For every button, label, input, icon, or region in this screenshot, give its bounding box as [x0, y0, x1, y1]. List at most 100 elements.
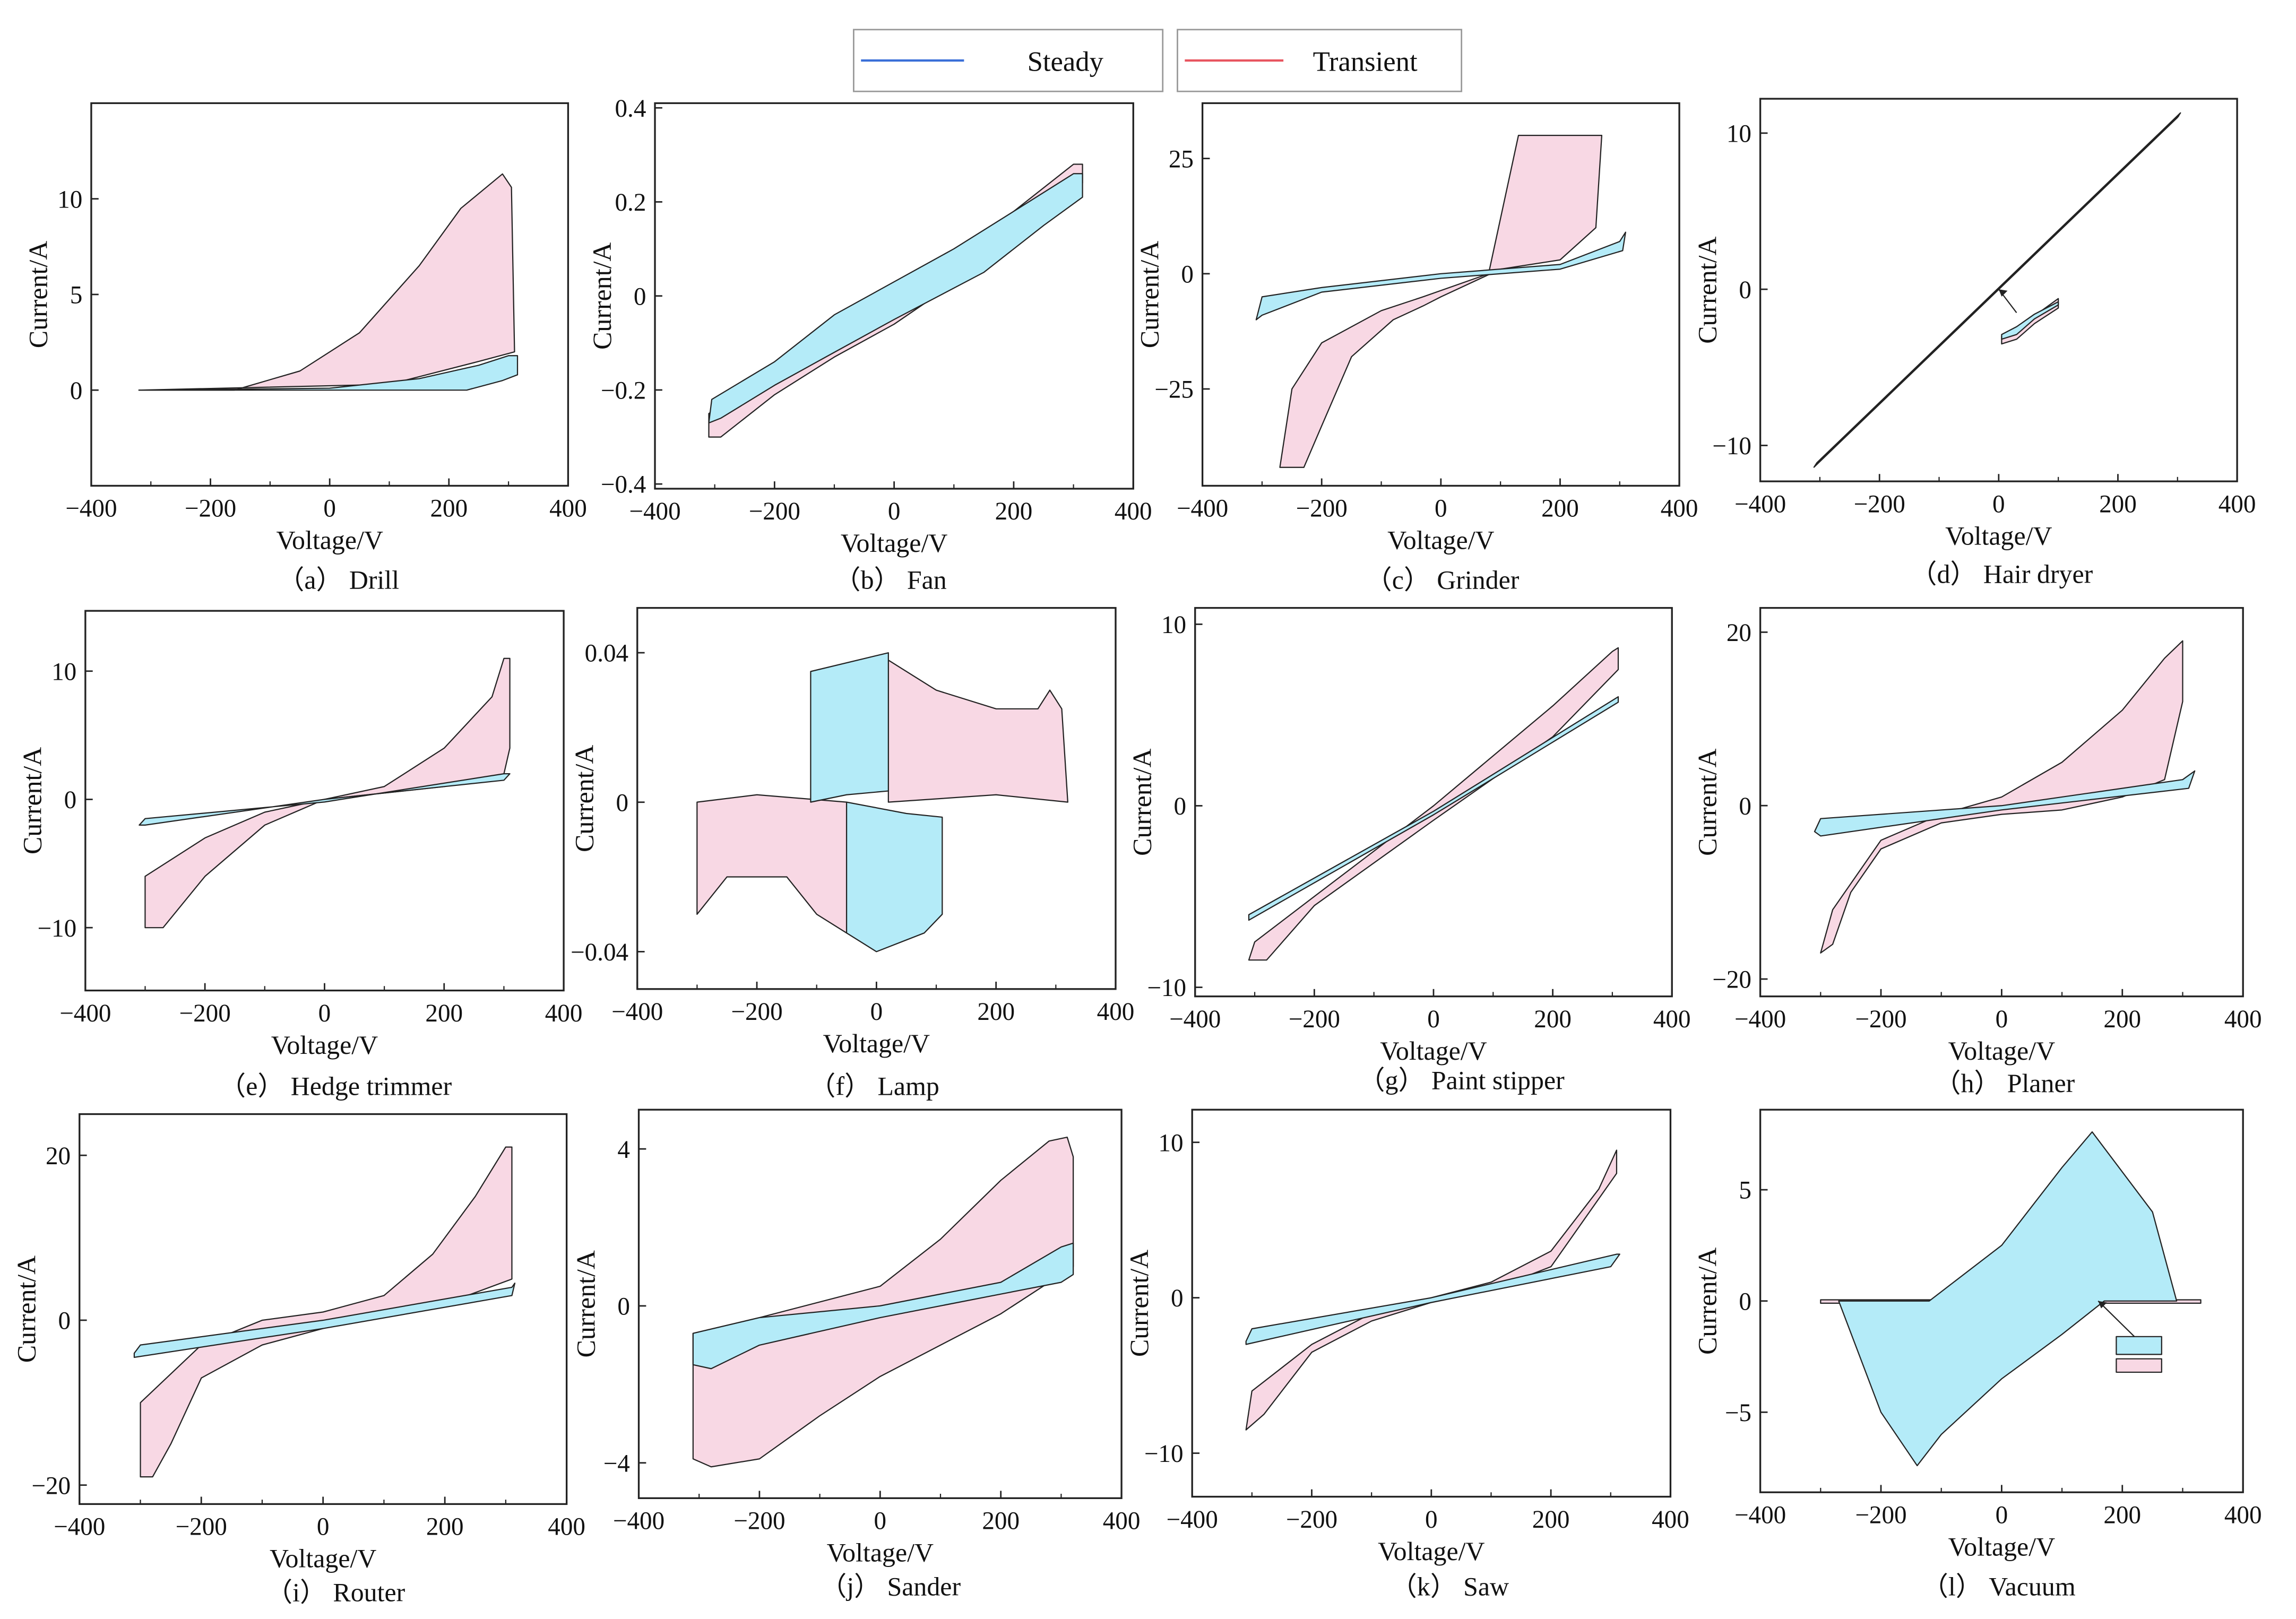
- y-axis-label: Current/A: [1128, 748, 1157, 855]
- x-tick-label: 0: [888, 498, 901, 525]
- x-tick-label: 200: [2103, 1006, 2141, 1033]
- subplot-caption: （b） Fan: [834, 566, 947, 595]
- y-tick-label: 0: [58, 1308, 71, 1335]
- y-tick-label: 10: [1161, 611, 1186, 639]
- x-axis-label: Voltage/V: [841, 529, 947, 558]
- y-tick-label: 0: [1181, 261, 1194, 288]
- x-tick-label: −200: [1296, 495, 1348, 523]
- y-tick-label: 4: [617, 1136, 630, 1164]
- x-tick-label: −400: [1734, 1501, 1786, 1529]
- steady-loop-area: [139, 773, 511, 826]
- y-tick-label: −25: [1154, 376, 1194, 404]
- steady-loop-area: [692, 1242, 1074, 1370]
- y-axis-label: Current/A: [1135, 241, 1164, 348]
- y-tick-label: 0.4: [615, 95, 646, 123]
- x-tick-label: 400: [1652, 1506, 1689, 1534]
- y-axis-label: Current/A: [24, 241, 53, 348]
- x-tick-label: 0: [874, 1508, 887, 1535]
- subplot-caption: （k） Saw: [1391, 1572, 1509, 1601]
- legend-steady-label: Steady: [1028, 46, 1104, 77]
- x-tick-label: −200: [733, 1508, 785, 1535]
- x-tick-label: −200: [185, 495, 236, 523]
- x-tick-label: 200: [2103, 1501, 2141, 1529]
- steady-loop-area: [1814, 770, 2196, 837]
- y-tick-label: 20: [1727, 619, 1751, 647]
- steady-loop-area: [1248, 696, 1619, 921]
- x-tick-label: 0: [323, 495, 336, 523]
- subplot-caption: （g） Paint stipper: [1359, 1066, 1565, 1095]
- x-tick-label: 400: [1115, 498, 1152, 525]
- x-tick-label: 200: [430, 495, 468, 523]
- subplot-caption: （h） Planer: [1935, 1069, 2075, 1098]
- y-tick-label: 10: [1158, 1129, 1183, 1157]
- steady-loop-area: [1838, 1131, 2178, 1467]
- subplot-1: −400 −200 0 200 400 0 5 10 Voltage/V Current/A （a）…: [24, 102, 587, 595]
- y-axis-label: Current/A: [1693, 236, 1722, 343]
- transient-loop-area: [138, 173, 515, 391]
- x-tick-label: −200: [1855, 1006, 1906, 1033]
- y-axis-label: Current/A: [588, 243, 617, 350]
- y-axis-label: Current/A: [1693, 1248, 1722, 1355]
- x-tick-label: −200: [731, 998, 782, 1026]
- transient-loop-area: [1248, 647, 1619, 961]
- x-axis-label: Voltage/V: [1948, 1036, 2055, 1066]
- legend: Steady Transient: [852, 29, 1463, 92]
- subplot-12: −400 −200 0 200 400 −5 0 5 Voltage/V Current/A （l）…: [1693, 1109, 2262, 1601]
- x-tick-label: −400: [65, 495, 117, 523]
- transient-loop-area: [692, 1136, 1074, 1468]
- x-tick-label: 400: [1653, 1006, 1691, 1033]
- x-tick-label: 400: [2224, 1006, 2262, 1033]
- subplot-9: −400 −200 0 200 400−20020Voltage/VCurrent/A（…: [12, 1113, 585, 1607]
- subplot-6: −400 −200 0 200 400 −0.04 0 0.04 Voltage/V Curren…: [570, 607, 1134, 1101]
- steady-loop-area: [1245, 1253, 1620, 1345]
- transient-loop-area: [887, 659, 1068, 803]
- subplot-caption: （a） Drill: [278, 566, 399, 595]
- subplot-caption: （l） Vacuum: [1922, 1572, 2076, 1601]
- y-tick-label: 0: [64, 786, 77, 814]
- x-tick-label: 200: [1534, 1006, 1572, 1033]
- x-tick-label: 400: [1661, 495, 1698, 523]
- x-tick-label: 0: [1996, 1006, 2008, 1033]
- legend-item-steady: Steady: [852, 29, 1164, 92]
- subplot-5: −400 −200 0 200 400 −10 0 10 Voltage/V Current/A （…: [18, 610, 582, 1101]
- y-tick-label: 0: [634, 283, 646, 310]
- x-tick-label: −400: [1734, 1006, 1786, 1033]
- x-tick-label: 0: [1996, 1501, 2008, 1529]
- x-tick-label: 400: [549, 495, 587, 523]
- subplot-4: −400 −200 0 200 400 −10 0 10 Voltage/V Current/A （…: [1693, 98, 2256, 588]
- transient-loop-area: [140, 1146, 513, 1478]
- x-tick-label: 400: [2219, 490, 2256, 518]
- x-axis-label: Voltage/V: [823, 1029, 930, 1058]
- steady-loop-area: [1814, 115, 2180, 466]
- y-tick-label: 0: [617, 1293, 630, 1321]
- y-tick-label: −10: [1144, 1440, 1184, 1468]
- steady-loop-area: [2001, 301, 2059, 340]
- subplot-caption: （i） Router: [266, 1578, 405, 1607]
- x-axis-label: Voltage/V: [1378, 1537, 1484, 1566]
- subplot-caption: （e） Hedge trimmer: [219, 1071, 452, 1101]
- x-tick-label: 200: [995, 498, 1033, 525]
- y-tick-label: 10: [51, 658, 76, 686]
- x-axis-label: Voltage/V: [1948, 1532, 2055, 1561]
- steady-loop-area: [810, 652, 889, 803]
- x-tick-label: 400: [1103, 1508, 1141, 1535]
- x-tick-label: 200: [982, 1508, 1020, 1535]
- y-tick-label: 10: [57, 186, 82, 213]
- x-tick-label: 0: [1427, 1006, 1440, 1033]
- y-tick-label: −10: [37, 915, 76, 942]
- x-tick-label: −400: [1734, 490, 1786, 518]
- transient-loop-area: [1279, 135, 1603, 468]
- x-tick-label: −400: [1169, 1006, 1221, 1033]
- x-tick-label: −400: [611, 998, 663, 1026]
- x-tick-label: 0: [1435, 495, 1447, 523]
- subplot-caption: （f） Lamp: [809, 1071, 939, 1101]
- y-tick-label: −0.4: [601, 471, 646, 499]
- y-tick-label: 0: [1739, 793, 1751, 820]
- y-axis-label: Current/A: [570, 745, 599, 852]
- y-tick-label: 25: [1169, 145, 1194, 173]
- x-tick-label: −400: [59, 1000, 111, 1027]
- y-tick-label: −20: [31, 1472, 71, 1500]
- x-tick-label: −200: [176, 1513, 227, 1541]
- subplot-caption: （c） Grinder: [1366, 566, 1520, 595]
